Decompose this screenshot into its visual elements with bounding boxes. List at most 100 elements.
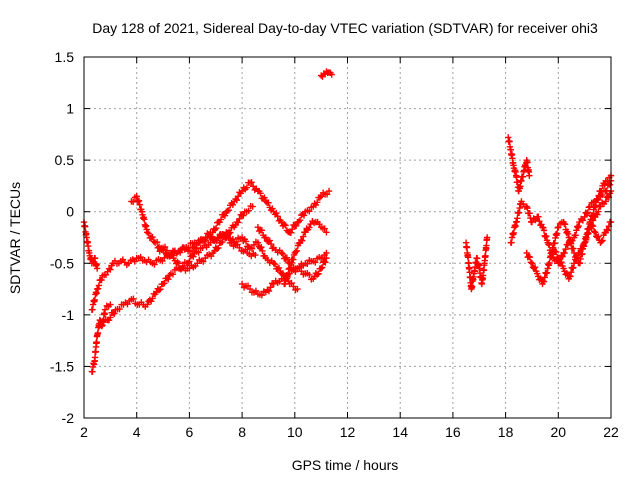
- data-point-fill: [595, 233, 602, 240]
- data-point-fill: [91, 296, 99, 304]
- data-point-fill: [595, 192, 603, 199]
- y-tick-label: -2: [62, 410, 75, 426]
- data-point-fill: [323, 191, 331, 198]
- data-point-fill: [265, 199, 272, 206]
- data-point-fill: [296, 264, 303, 271]
- data-point: [133, 193, 140, 200]
- series-track-11: [317, 68, 335, 80]
- series-track-9: [254, 223, 330, 283]
- data-point-fill: [579, 217, 587, 224]
- series-track-2: [88, 301, 114, 375]
- data-point-fill: [292, 248, 300, 255]
- data-point-fill: [165, 276, 172, 283]
- data-point-fill: [599, 237, 606, 244]
- data-point-fill: [304, 260, 311, 268]
- data-point: [526, 172, 533, 179]
- data-point: [586, 218, 594, 226]
- data-point-fill: [473, 255, 481, 262]
- data-point: [325, 187, 333, 195]
- data-point: [483, 234, 491, 241]
- data-point-fill: [315, 270, 322, 277]
- data-point: [560, 265, 567, 272]
- data-point-fill: [149, 295, 156, 302]
- data-point-fill: [135, 197, 143, 204]
- data-point-fill: [111, 310, 118, 317]
- x-tick-label: 4: [133, 424, 141, 440]
- data-point: [523, 249, 530, 257]
- data-point-fill: [232, 238, 240, 246]
- data-point-fill: [579, 245, 586, 253]
- y-tick-label: -1: [62, 307, 75, 323]
- data-point-fill: [95, 282, 103, 289]
- data-point: [194, 260, 201, 267]
- data-point-fill: [273, 209, 280, 217]
- data-point-fill: [540, 227, 548, 234]
- data-point-fill: [240, 212, 247, 219]
- data-point-fill: [543, 269, 551, 276]
- data-point-fill: [258, 227, 266, 234]
- data-point-fill: [267, 284, 274, 291]
- x-tick-label: 6: [186, 424, 194, 440]
- data-point-fill: [135, 198, 142, 205]
- data-point-fill: [558, 259, 565, 266]
- x-tick-label: 10: [287, 424, 303, 440]
- data-point-fill: [257, 190, 264, 197]
- data-point-fill: [517, 183, 524, 190]
- data-point-fill: [185, 244, 192, 251]
- series-track-12: [462, 234, 491, 293]
- data-point-fill: [245, 243, 252, 251]
- data-point: [323, 229, 330, 236]
- data-point-fill: [219, 238, 226, 246]
- data-point-fill: [584, 209, 592, 216]
- data-point: [528, 218, 536, 226]
- data-point-fill: [131, 258, 138, 265]
- data-point-fill: [598, 238, 605, 245]
- data-point: [576, 249, 583, 257]
- data-point-fill: [145, 230, 152, 237]
- data-point-fill: [527, 259, 535, 266]
- data-point-fill: [94, 329, 102, 337]
- data-point-fill: [592, 202, 600, 209]
- data-point-fill: [281, 280, 289, 288]
- data-point-fill: [585, 204, 593, 211]
- data-point-fill: [265, 287, 273, 295]
- y-tick-label: 1: [66, 101, 74, 117]
- data-point-fill: [572, 232, 579, 239]
- data-point-fill: [225, 207, 233, 214]
- data-point: [317, 265, 325, 272]
- data-point-fill: [322, 259, 329, 266]
- data-point: [252, 251, 259, 259]
- data-point-fill: [290, 256, 297, 263]
- data-point-fill: [213, 237, 220, 244]
- data-point-fill: [227, 229, 234, 236]
- data-point-fill: [306, 224, 313, 231]
- data-point-fill: [540, 278, 548, 285]
- data-point-fill: [284, 271, 292, 278]
- data-point-fill: [463, 244, 471, 251]
- data-point-fill: [292, 222, 300, 230]
- data-point-fill: [244, 282, 252, 289]
- data-point: [144, 301, 151, 308]
- data-point-fill: [604, 177, 611, 185]
- data-point-fill: [546, 241, 553, 249]
- data-point-fill: [151, 261, 158, 268]
- data-point-fill: [141, 216, 148, 223]
- data-point: [555, 223, 562, 231]
- data-point-fill: [229, 235, 237, 243]
- data-point: [591, 203, 599, 210]
- data-point-fill: [274, 265, 281, 272]
- data-point: [93, 265, 101, 272]
- data-point-fill: [147, 298, 155, 305]
- x-axis-label: GPS time / hours: [292, 457, 399, 473]
- data-point-fill: [288, 279, 295, 287]
- data-point-fill: [526, 210, 533, 217]
- data-point-fill: [300, 233, 307, 240]
- data-point: [581, 213, 588, 221]
- data-point-fill: [464, 254, 472, 261]
- data-point-fill: [583, 210, 590, 217]
- data-point-fill: [98, 276, 105, 284]
- data-point-fill: [215, 244, 222, 252]
- data-point-fill: [195, 249, 202, 256]
- data-point-fill: [283, 254, 291, 261]
- data-point: [323, 254, 330, 262]
